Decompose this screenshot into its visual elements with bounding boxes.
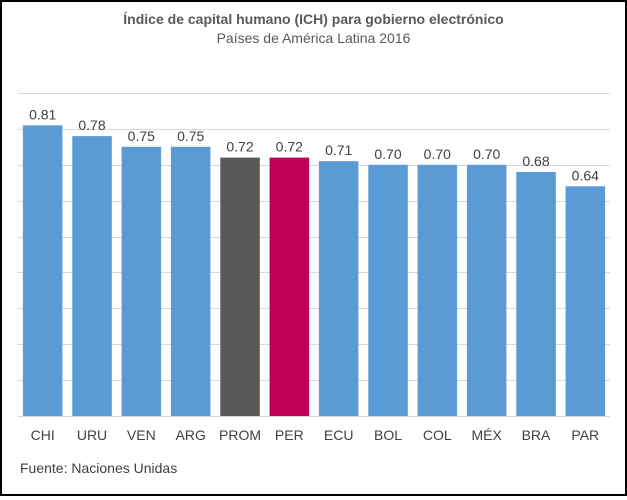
x-tick-label-prom: PROM	[219, 427, 261, 443]
bar-par	[565, 186, 606, 416]
bar-ecu	[318, 161, 359, 416]
bar-arg	[170, 146, 211, 417]
data-label-per: 0.72	[276, 139, 303, 155]
x-tick-label-arg: ARG	[176, 427, 206, 443]
x-tick-label-méx: MÉX	[472, 427, 503, 443]
chart-subtitle: Países de América Latina 2016	[216, 30, 411, 46]
bar-méx	[466, 164, 507, 416]
bar-prom	[220, 157, 260, 416]
bar-col	[417, 164, 458, 416]
bar-chart: 0.81 CHI 0.78 URU 0.75 VEN 0.75 ARG 0.72 PROM 0.72…	[18, 93, 610, 443]
data-label-par: 0.64	[572, 167, 599, 183]
x-tick-label-per: PER	[275, 427, 304, 443]
source-note: Fuente: Naciones Unidas	[20, 460, 178, 476]
x-tick-label-bol: BOL	[374, 427, 402, 443]
chart-title: Índice de capital humano (ICH) para gobi…	[123, 11, 504, 27]
bar-bol	[368, 164, 408, 416]
data-label-ecu: 0.71	[325, 142, 352, 158]
bar-uru	[72, 136, 112, 416]
data-label-arg: 0.75	[177, 128, 204, 144]
x-tick-label-bra: BRA	[522, 427, 551, 443]
bar-ven	[121, 146, 162, 417]
data-label-prom: 0.72	[226, 139, 253, 155]
x-tick-label-uru: URU	[77, 427, 107, 443]
data-label-ven: 0.75	[128, 128, 155, 144]
data-label-bra: 0.68	[522, 153, 549, 169]
bar-bra	[516, 172, 556, 416]
bar-per	[269, 157, 310, 416]
x-tick-label-ecu: ECU	[324, 427, 354, 443]
data-label-méx: 0.70	[473, 146, 500, 162]
data-label-uru: 0.78	[78, 117, 105, 133]
data-label-chi: 0.81	[29, 106, 56, 122]
x-tick-label-chi: CHI	[31, 427, 55, 443]
x-tick-label-par: PAR	[571, 427, 599, 443]
data-label-col: 0.70	[424, 146, 451, 162]
x-tick-label-ven: VEN	[127, 427, 156, 443]
data-label-bol: 0.70	[374, 146, 401, 162]
x-tick-label-col: COL	[423, 427, 452, 443]
bar-chi	[22, 125, 63, 417]
